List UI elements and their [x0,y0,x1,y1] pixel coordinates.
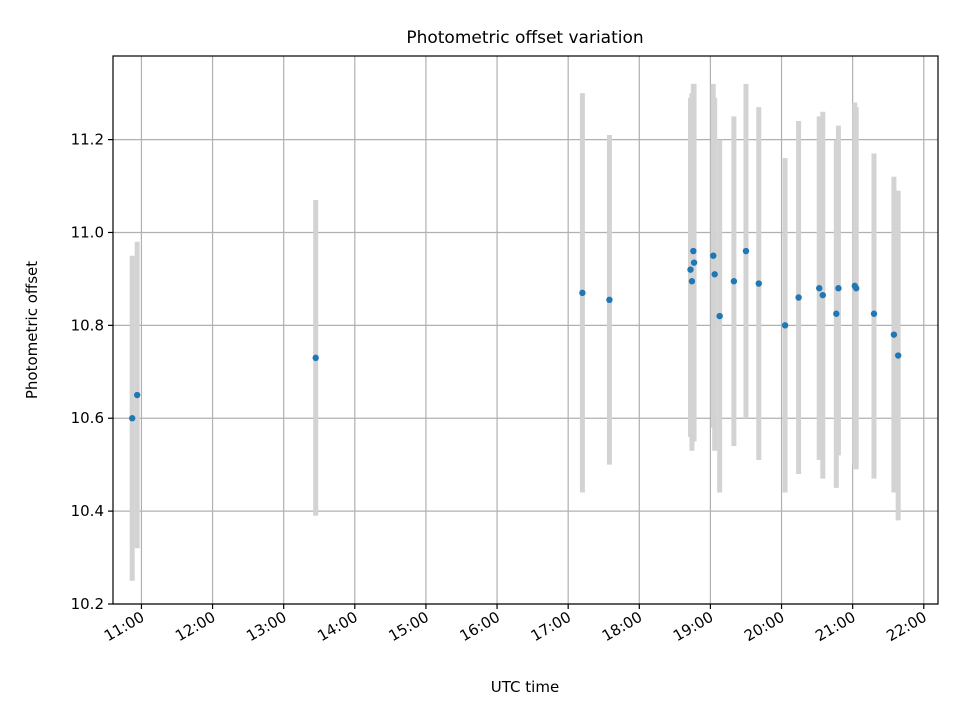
x-tick-label: 12:00 [172,608,218,645]
data-point [781,322,789,329]
x-axis-label: UTC time [491,678,559,696]
error-bars [129,83,901,581]
data-point [312,354,319,362]
y-axis-ticks: 10.2 10.4 10.6 10.8 11.0 11.2 [71,131,113,613]
data-point [819,291,826,299]
data-points [129,247,902,422]
data-point [579,289,586,297]
x-tick-label: 22:00 [883,608,929,645]
data-point [711,271,718,278]
x-tick-label: 17:00 [528,608,574,645]
y-tick-label: 11.0 [71,223,104,241]
x-tick-label: 13:00 [243,608,289,645]
data-point [133,391,141,399]
data-point [716,312,723,320]
data-point [710,252,717,259]
data-point [606,296,613,304]
data-point [870,310,878,317]
x-tick-label: 15:00 [385,608,431,645]
data-point [688,278,696,285]
data-point [894,352,902,359]
data-point [890,331,898,338]
data-point [742,247,750,255]
x-tick-label: 21:00 [812,608,858,645]
data-point [835,285,842,292]
y-tick-label: 10.4 [71,502,104,520]
x-tick-label: 16:00 [457,608,503,645]
x-axis-ticks: 11:00 12:00 13:00 14:00 15:00 16:00 17:00 18:00… [101,604,930,645]
data-point [795,294,802,301]
chart-title: Photometric offset variation [406,28,643,48]
data-point [755,280,762,287]
data-point [730,278,738,285]
x-tick-label: 11:00 [101,608,147,645]
data-point [690,259,698,266]
x-tick-label: 19:00 [670,608,716,645]
data-point [833,310,840,317]
y-tick-label: 10.8 [71,316,104,334]
data-point [687,266,694,273]
y-tick-label: 10.6 [71,409,104,427]
data-point [816,285,823,292]
data-point [690,247,697,255]
plot-frame [112,55,939,605]
grid-lines [113,56,938,605]
x-tick-label: 18:00 [599,608,645,645]
y-tick-label: 10.2 [71,595,104,613]
data-point [853,285,860,292]
data-point [129,415,136,422]
y-tick-label: 11.2 [71,131,104,149]
x-tick-label: 20:00 [741,608,787,645]
x-tick-label: 14:00 [314,608,360,645]
y-axis-label: Photometric offset [23,261,41,399]
